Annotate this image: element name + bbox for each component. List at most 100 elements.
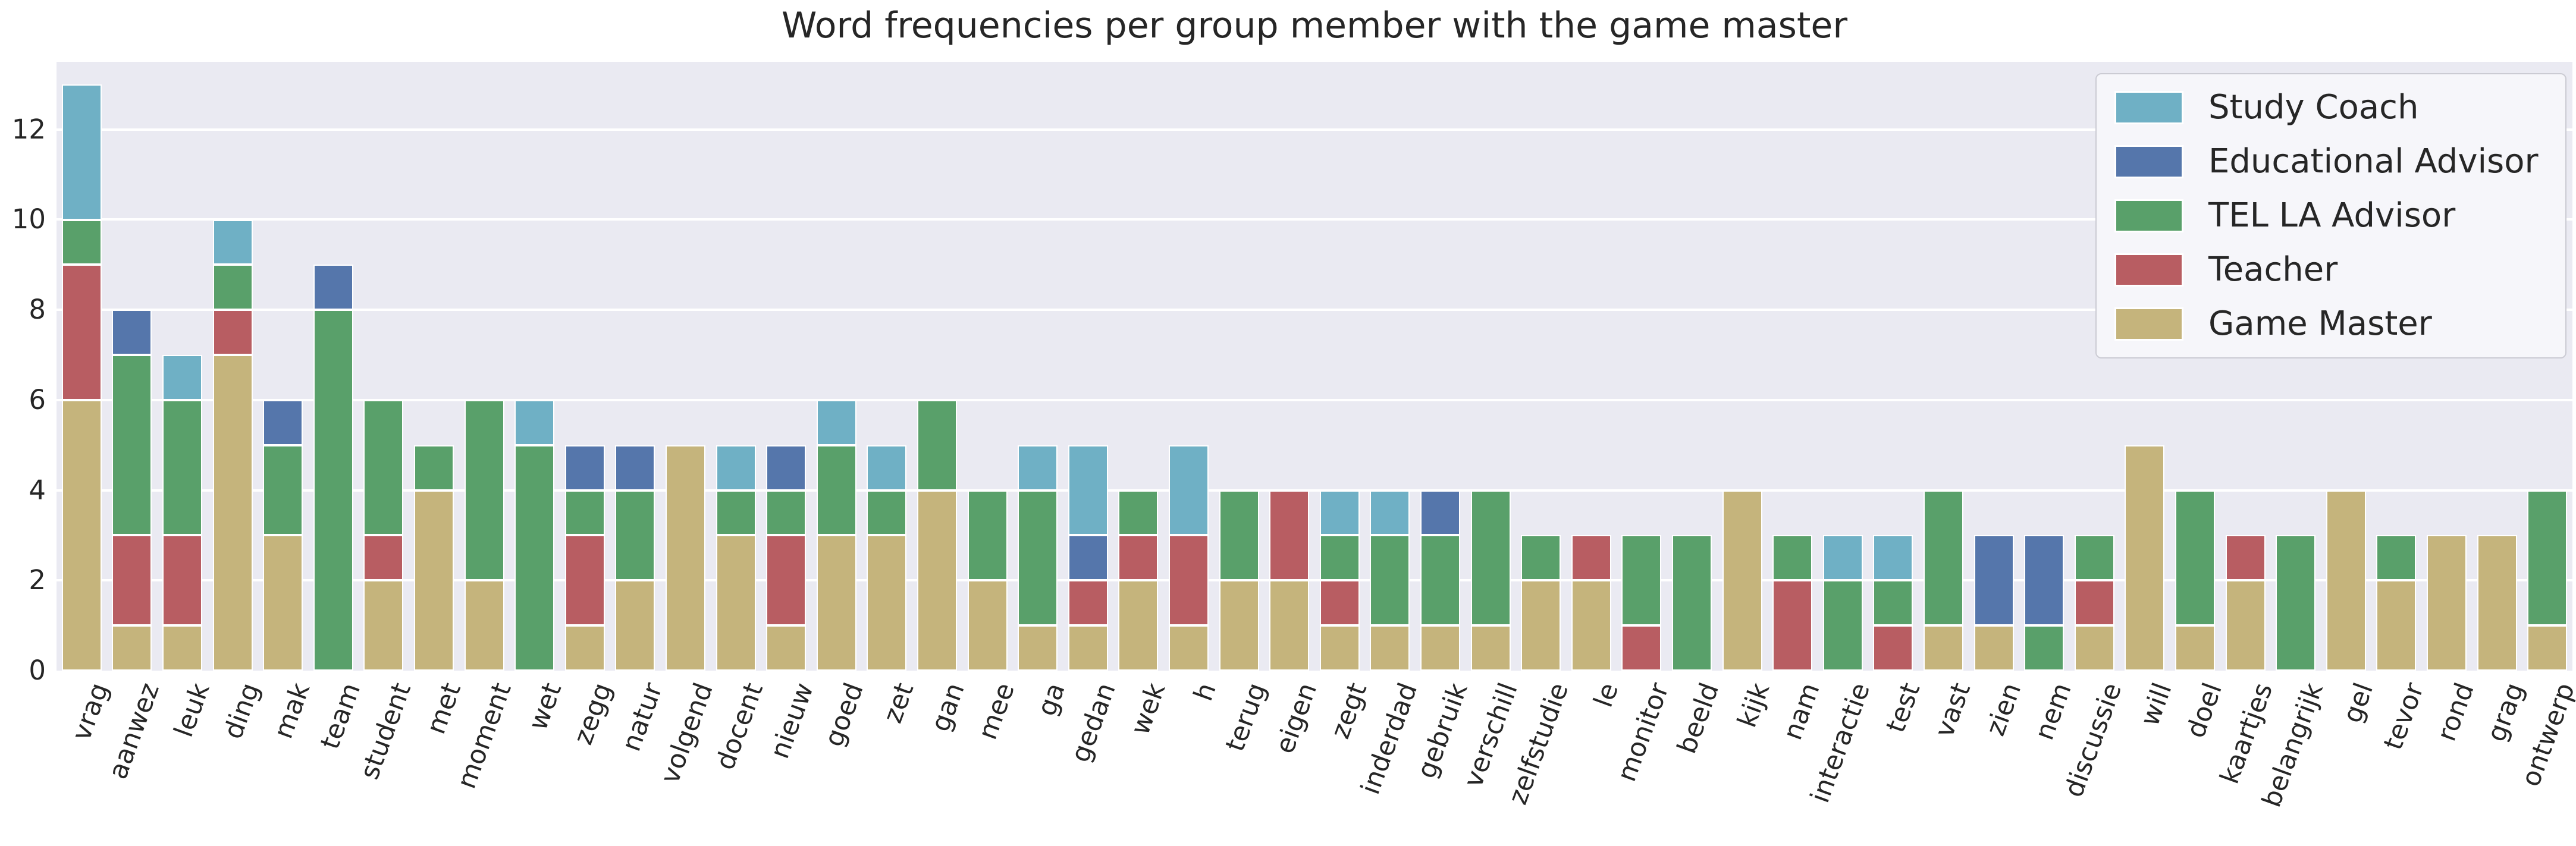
x-tick-label: rond bbox=[2431, 679, 2480, 746]
x-tick-label: team bbox=[315, 679, 367, 753]
bar-segment bbox=[666, 445, 705, 671]
bar bbox=[1319, 490, 1360, 671]
gridline bbox=[57, 489, 2572, 492]
bar-segment bbox=[564, 625, 605, 671]
bar bbox=[514, 400, 555, 671]
bar-segment bbox=[414, 445, 454, 490]
x-tick-label: tevor bbox=[2377, 679, 2430, 754]
bar bbox=[1018, 445, 1058, 671]
bar bbox=[2225, 535, 2266, 671]
bar bbox=[867, 445, 907, 671]
x-tick-label: ga bbox=[1031, 679, 1071, 721]
bar-segment bbox=[1924, 625, 1963, 671]
bar bbox=[363, 400, 404, 671]
x-tick-label: kijk bbox=[1731, 679, 1776, 732]
bar bbox=[1521, 535, 1561, 671]
bar-segment bbox=[112, 625, 152, 671]
bar-segment bbox=[1169, 625, 1209, 671]
y-tick-label: 2 bbox=[29, 564, 46, 596]
bar-segment bbox=[1118, 580, 1159, 671]
x-tick-label: leuk bbox=[168, 679, 216, 741]
bar-segment bbox=[162, 535, 202, 626]
bar-segment bbox=[1018, 490, 1058, 626]
bar-segment bbox=[967, 580, 1008, 671]
x-tick-label: h bbox=[1187, 679, 1222, 705]
bar-segment bbox=[2175, 490, 2215, 626]
bar bbox=[766, 445, 807, 671]
x-tick-label: eigen bbox=[1269, 679, 1323, 758]
y-tick-label: 8 bbox=[29, 294, 46, 326]
bar-segment bbox=[162, 400, 202, 536]
bar-segment bbox=[112, 355, 152, 536]
bar-segment bbox=[1672, 535, 1712, 671]
legend-label: Study Coach bbox=[2208, 88, 2419, 127]
bar-segment bbox=[514, 445, 555, 671]
x-tick-label: nem bbox=[2029, 679, 2078, 744]
bar-segment bbox=[716, 445, 756, 490]
bar-segment bbox=[1822, 580, 1863, 671]
bar bbox=[2276, 535, 2316, 671]
bar-segment bbox=[867, 490, 907, 536]
x-tick-label: gan bbox=[925, 679, 971, 736]
bar-segment bbox=[967, 490, 1008, 581]
gridline bbox=[57, 398, 2572, 401]
bar-segment bbox=[2326, 490, 2366, 671]
x-tick-label: zien bbox=[1980, 679, 2028, 740]
bar-segment bbox=[1973, 535, 2014, 626]
bar-segment bbox=[2376, 580, 2417, 671]
bar bbox=[1873, 535, 1913, 671]
bar-segment bbox=[1068, 445, 1108, 536]
legend-label: Teacher bbox=[2208, 250, 2338, 289]
bar bbox=[1722, 490, 1762, 671]
x-tick-label: docent bbox=[710, 679, 770, 774]
bar-segment bbox=[313, 265, 353, 310]
bar-segment bbox=[1571, 535, 1611, 581]
bar-segment bbox=[867, 535, 907, 671]
bar-segment bbox=[564, 445, 605, 490]
bar-segment bbox=[162, 625, 202, 671]
legend-swatch bbox=[2114, 253, 2183, 287]
x-tick-label: vast bbox=[1929, 679, 1977, 742]
legend-item: Educational Advisor bbox=[2114, 144, 2547, 180]
x-tick-label: mee bbox=[972, 679, 1021, 744]
bar-segment bbox=[61, 219, 102, 265]
bar bbox=[2376, 535, 2417, 671]
bar bbox=[1269, 490, 1310, 671]
bar-segment bbox=[1772, 535, 1813, 581]
x-tick-label: gedan bbox=[1065, 679, 1122, 766]
bar bbox=[2477, 535, 2517, 671]
bar-segment bbox=[363, 400, 404, 536]
bar bbox=[2326, 490, 2366, 671]
bar-segment bbox=[816, 445, 856, 536]
bar-segment bbox=[363, 580, 404, 671]
bar-segment bbox=[1873, 535, 1913, 581]
gridline bbox=[57, 218, 2572, 221]
bar-segment bbox=[2074, 625, 2114, 671]
bar-segment bbox=[2427, 535, 2467, 671]
bar bbox=[1219, 490, 1259, 671]
bar bbox=[2125, 445, 2165, 671]
gridline bbox=[57, 309, 2572, 312]
bar bbox=[112, 310, 152, 671]
bar-segment bbox=[514, 400, 555, 445]
x-tick-label: goed bbox=[818, 679, 870, 751]
bar-segment bbox=[2527, 490, 2568, 626]
bar-segment bbox=[1722, 490, 1762, 671]
legend-item: Teacher bbox=[2114, 252, 2547, 288]
gridline bbox=[57, 579, 2572, 582]
bar-segment bbox=[212, 219, 253, 265]
bar bbox=[1621, 535, 1662, 671]
legend-item: TEL LA Advisor bbox=[2114, 198, 2547, 234]
bar-segment bbox=[1118, 490, 1159, 536]
bar-segment bbox=[1822, 535, 1863, 581]
bar bbox=[816, 400, 856, 671]
bar-segment bbox=[2024, 625, 2064, 671]
y-tick-label: 10 bbox=[11, 203, 46, 235]
bar-segment bbox=[2225, 580, 2266, 671]
bar-segment bbox=[2225, 535, 2266, 581]
y-tick-label: 4 bbox=[29, 474, 46, 506]
bar bbox=[313, 265, 353, 671]
bar-segment bbox=[263, 535, 303, 671]
x-tick-label: zegg bbox=[568, 679, 619, 749]
